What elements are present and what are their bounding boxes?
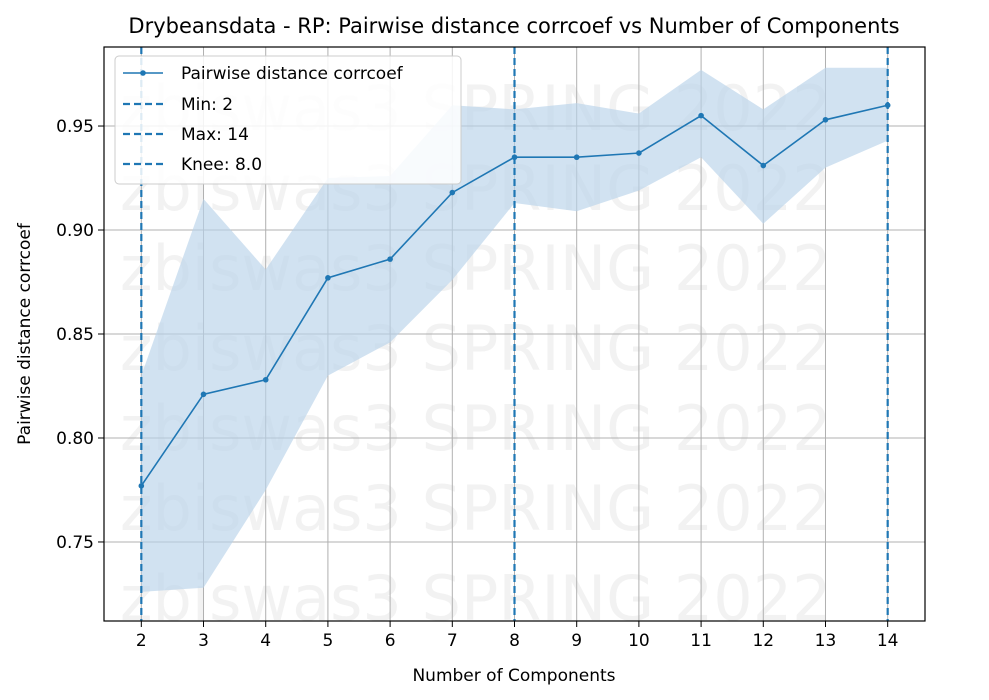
y-tick-label: 0.85 bbox=[56, 325, 94, 345]
data-point bbox=[138, 483, 145, 489]
legend-label-max: Max: 14 bbox=[181, 125, 249, 145]
confidence-band-group bbox=[141, 67, 888, 592]
x-tick-label: 6 bbox=[385, 631, 396, 651]
data-point bbox=[698, 112, 704, 119]
y-tick-label: 0.75 bbox=[56, 533, 94, 553]
legend-box bbox=[114, 55, 462, 185]
chart-title: Drybeansdata - RP: Pairwise distance cor… bbox=[128, 14, 899, 38]
x-tick-label: 3 bbox=[198, 631, 209, 651]
x-tick-label: 9 bbox=[571, 631, 582, 651]
legend-label-series: Pairwise distance corrcoef bbox=[181, 64, 404, 84]
data-point bbox=[200, 391, 207, 398]
x-tick-label: 7 bbox=[447, 631, 458, 651]
data-point bbox=[325, 275, 331, 281]
data-point bbox=[573, 154, 580, 161]
confidence-band bbox=[141, 67, 888, 592]
y-tick-label: 0.95 bbox=[56, 117, 94, 137]
x-axis: 2 3 4 5 6 7 8 9 10 11 12 13 14 bbox=[136, 621, 899, 651]
legend: Pairwise distance corrcoef Min: 2 Max: 1… bbox=[114, 55, 462, 185]
y-axis-label: Pairwise distance corrcoef bbox=[15, 222, 35, 445]
data-point bbox=[636, 150, 642, 156]
y-tick-label: 0.80 bbox=[56, 429, 94, 449]
x-tick-label: 13 bbox=[815, 631, 837, 651]
data-point bbox=[884, 102, 891, 109]
x-tick-label: 4 bbox=[260, 631, 271, 651]
legend-label-min: Min: 2 bbox=[181, 95, 233, 115]
data-point bbox=[511, 154, 518, 161]
legend-marker-series bbox=[140, 70, 146, 76]
x-tick-label: 5 bbox=[322, 631, 333, 651]
data-point bbox=[262, 376, 269, 383]
x-axis-label: Number of Components bbox=[412, 666, 615, 686]
data-point bbox=[760, 162, 767, 169]
watermark-text: zbiswas3 SPRING 2022 bbox=[120, 562, 832, 635]
x-tick-label: 12 bbox=[752, 631, 774, 651]
y-axis: 0.75 0.80 0.85 0.90 0.95 bbox=[56, 117, 104, 553]
series-group bbox=[138, 102, 891, 489]
data-point bbox=[387, 256, 393, 262]
data-point bbox=[449, 189, 456, 196]
reference-lines bbox=[140, 47, 889, 621]
x-tick-label: 14 bbox=[877, 631, 899, 651]
y-tick-label: 0.90 bbox=[56, 221, 94, 241]
x-tick-label: 10 bbox=[628, 631, 650, 651]
x-tick-label: 11 bbox=[690, 631, 712, 651]
x-tick-label: 8 bbox=[509, 631, 520, 651]
x-tick-label: 2 bbox=[136, 631, 147, 651]
data-point bbox=[822, 116, 829, 123]
legend-label-knee: Knee: 8.0 bbox=[181, 155, 262, 175]
